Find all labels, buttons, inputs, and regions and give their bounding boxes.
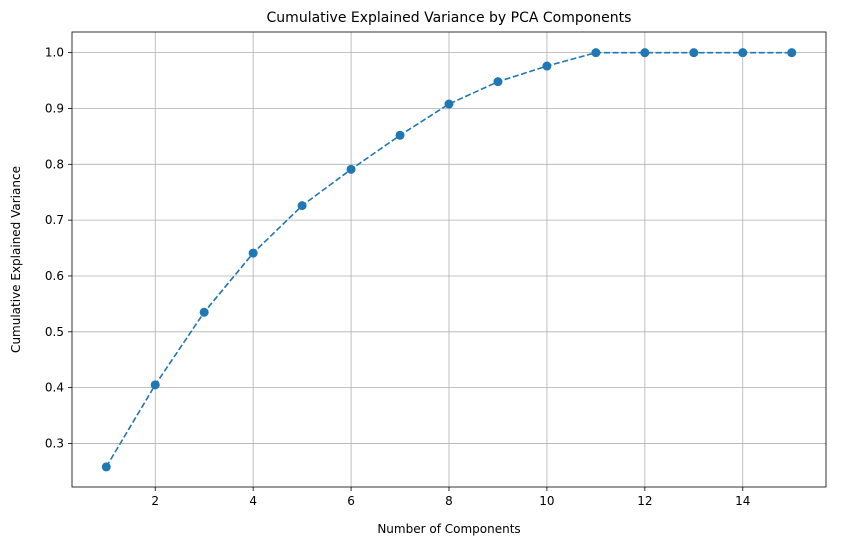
y-tick-label: 0.4	[45, 381, 64, 395]
x-axis-label: Number of Components	[377, 522, 520, 536]
data-point	[787, 48, 797, 58]
data-point	[738, 48, 748, 58]
y-tick-label: 0.9	[45, 101, 64, 115]
y-tick-label: 1.0	[45, 46, 64, 60]
y-tick-label: 0.5	[45, 325, 64, 339]
x-tick-label: 10	[539, 494, 554, 508]
x-tick-label: 12	[637, 494, 652, 508]
data-point	[542, 61, 552, 71]
x-tick-label: 6	[347, 494, 355, 508]
series-layer	[101, 48, 797, 472]
x-tick-label: 4	[249, 494, 257, 508]
y-tick-label: 0.6	[45, 269, 64, 283]
data-point	[493, 77, 503, 87]
y-tick-label: 0.8	[45, 157, 64, 171]
chart-title: Cumulative Explained Variance by PCA Com…	[267, 10, 632, 26]
data-point	[444, 99, 454, 109]
data-point	[395, 130, 405, 140]
data-point	[101, 462, 111, 472]
x-tick-label: 8	[445, 494, 453, 508]
data-point	[297, 201, 307, 211]
y-tick-label: 0.3	[45, 436, 64, 450]
y-tick-label: 0.7	[45, 213, 64, 227]
data-point	[150, 380, 160, 390]
data-point	[591, 48, 601, 58]
data-point	[248, 248, 258, 258]
x-axis-ticks: 2 4 6 8 10 12 14	[151, 487, 750, 508]
data-point	[199, 307, 209, 317]
y-axis-ticks: 0.3 0.4 0.5 0.6 0.7 0.8 0.9 1.0	[45, 46, 72, 450]
x-tick-label: 14	[735, 494, 750, 508]
x-tick-label: 2	[151, 494, 159, 508]
data-point	[640, 48, 650, 58]
y-axis-label: Cumulative Explained Variance	[9, 166, 23, 353]
data-point	[689, 48, 699, 58]
data-point	[346, 164, 356, 174]
series-line	[105, 51, 792, 468]
